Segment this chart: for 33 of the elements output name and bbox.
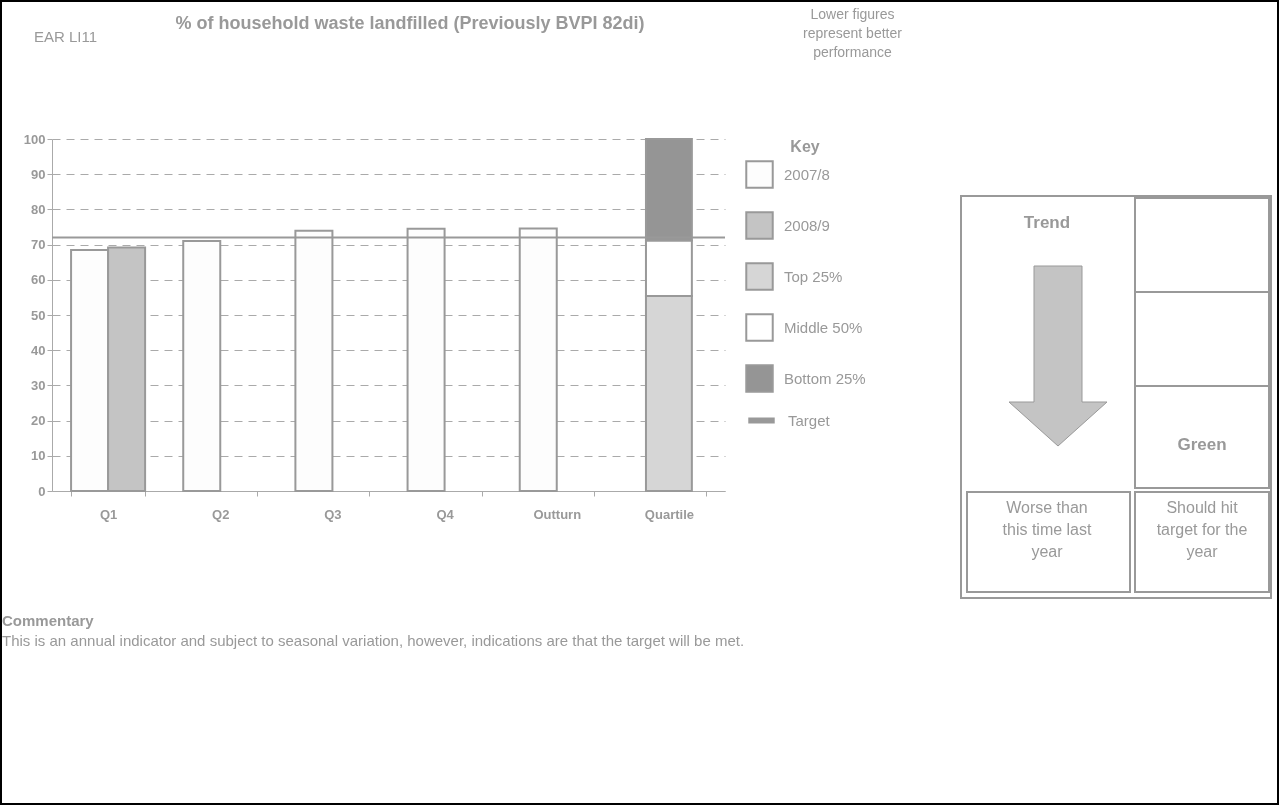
legend-label: Middle 50% xyxy=(784,318,863,336)
x-tick-label: Q3 xyxy=(324,506,342,522)
y-tick-label: 20 xyxy=(31,413,46,429)
legend-title: Key xyxy=(790,138,820,155)
text: Trend xyxy=(1022,213,1072,233)
y-tick-label: 50 xyxy=(31,307,46,323)
chart-title: % of household waste landfilled (Previously BVPI 82di) xyxy=(174,12,646,35)
text: Lower figures represent better performance xyxy=(802,5,903,62)
y-tick-label: 90 xyxy=(31,166,46,182)
x-tick-label: Quartile xyxy=(644,506,694,522)
text: Should hit target for the year xyxy=(1155,498,1249,562)
text: EAR LI11 xyxy=(34,28,98,45)
text: Commentary xyxy=(2,612,94,629)
legend-label: 2007/8 xyxy=(784,165,830,183)
y-tick-label: 60 xyxy=(31,272,46,288)
y-tick-label: 40 xyxy=(31,342,46,358)
y-tick-label: 0 xyxy=(38,483,46,499)
text: Green xyxy=(1176,435,1228,455)
y-tick-label: 10 xyxy=(31,448,46,464)
legend-label: Bottom 25% xyxy=(784,369,866,387)
y-tick-label: 70 xyxy=(31,237,46,253)
x-tick-label: Q2 xyxy=(212,506,230,522)
y-tick-label: 100 xyxy=(23,131,46,147)
x-tick-label: Q1 xyxy=(99,506,118,522)
x-tick-label: Outturn xyxy=(533,506,582,522)
legend-label: Top 25% xyxy=(784,267,843,285)
y-tick-label: 30 xyxy=(31,377,46,393)
legend-label: Target xyxy=(788,411,831,429)
x-tick-label: Q4 xyxy=(436,506,455,522)
text: Worse than this time last year xyxy=(1002,498,1092,562)
text: This is an annual indicator and subject to seasonal variation, however, indications are that the target will be met. xyxy=(2,632,745,649)
y-tick-label: 80 xyxy=(31,201,46,217)
legend-label: 2008/9 xyxy=(784,216,830,234)
